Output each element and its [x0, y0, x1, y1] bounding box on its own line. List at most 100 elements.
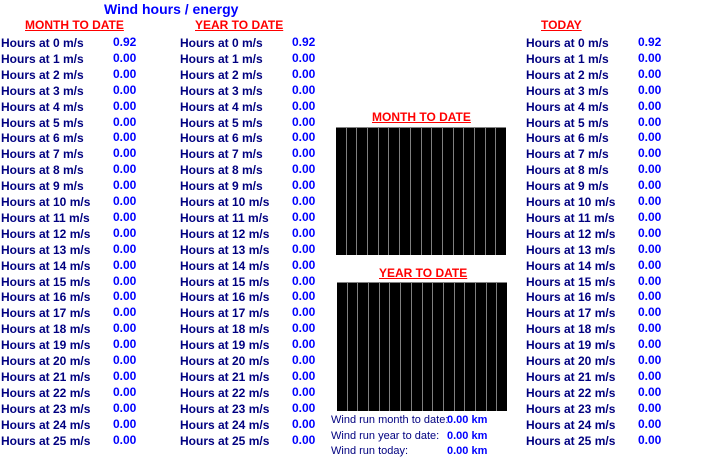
year-row-value: 0.00	[292, 98, 316, 113]
today-row-value: 0.00	[638, 162, 662, 177]
chart-bar-slot	[486, 128, 497, 255]
chart-bar-slot	[496, 128, 506, 255]
year-row-value: 0.00	[292, 400, 316, 415]
month-row-label: Hours at 21 m/s	[1, 369, 91, 384]
today-row-value: 0.00	[638, 114, 662, 129]
today-row-value: 0.00	[638, 400, 662, 415]
month-row-value: 0.00	[113, 130, 137, 145]
year-header: YEAR TO DATE	[195, 18, 284, 32]
chart-bar-slot	[358, 283, 370, 411]
month-row-value: 0.00	[113, 225, 137, 240]
year-row-label: Hours at 8 m/s	[180, 163, 263, 178]
year-row-value: 0.00	[292, 130, 316, 145]
month-row-value: 0.00	[113, 162, 137, 177]
today-row-value: 0.00	[638, 241, 662, 256]
month-row-value: 0.00	[113, 66, 137, 81]
today-row-label: Hours at 2 m/s	[526, 67, 609, 82]
year-row-value: 0.00	[292, 321, 316, 336]
year-row-label: Hours at 24 m/s	[180, 417, 270, 432]
chart-bar-slot	[369, 283, 380, 411]
month-row-value: 0.00	[113, 241, 137, 256]
year-row-label: Hours at 14 m/s	[180, 258, 270, 273]
today-row-value: 0.00	[638, 416, 662, 431]
chart-bar-slot	[400, 128, 411, 255]
today-row-label: Hours at 12 m/s	[526, 226, 616, 241]
today-row-label: Hours at 21 m/s	[526, 369, 616, 384]
month-row-label: Hours at 14 m/s	[1, 258, 91, 273]
today-row-label: Hours at 8 m/s	[526, 163, 609, 178]
year-row-label: Hours at 13 m/s	[180, 242, 270, 257]
year-row-value: 0.00	[292, 305, 316, 320]
month-row-label: Hours at 18 m/s	[1, 322, 91, 337]
year-row-label: Hours at 12 m/s	[180, 226, 270, 241]
month-row-label: Hours at 15 m/s	[1, 274, 91, 289]
year-to-date-chart	[337, 282, 507, 411]
today-row-label: Hours at 1 m/s	[526, 51, 609, 66]
month-row-value: 0.00	[113, 257, 137, 272]
month-row-value: 0.92	[113, 35, 137, 49]
today-row-value: 0.00	[638, 289, 662, 304]
year-row-value: 0.00	[292, 178, 316, 193]
chart-bar-slot	[348, 283, 359, 411]
year-row-label: Hours at 21 m/s	[180, 369, 270, 384]
today-row-value: 0.00	[638, 98, 662, 113]
today-header: TODAY	[541, 18, 582, 32]
month-row-label: Hours at 6 m/s	[1, 131, 84, 146]
month-row-label: Hours at 16 m/s	[1, 290, 91, 305]
month-row-value: 0.00	[113, 209, 137, 224]
today-row-value: 0.00	[638, 209, 662, 224]
today-row-label: Hours at 11 m/s	[526, 210, 615, 225]
today-row-label: Hours at 4 m/s	[526, 99, 609, 114]
today-row-value: 0.00	[638, 384, 662, 399]
month-row-value: 0.00	[113, 114, 137, 129]
today-row-label: Hours at 19 m/s	[526, 338, 616, 353]
chart-bar-slot	[389, 128, 401, 255]
year-row-value: 0.00	[292, 194, 316, 208]
month-row-value: 0.00	[113, 50, 137, 65]
page-title: Wind hours / energy	[104, 1, 239, 17]
today-row-label: Hours at 24 m/s	[526, 417, 616, 432]
year-row-label: Hours at 4 m/s	[180, 99, 263, 114]
year-row-value: 0.00	[292, 209, 316, 224]
year-row-value: 0.00	[292, 50, 316, 65]
chart-bar-slot	[423, 283, 434, 411]
today-row-label: Hours at 25 m/s	[526, 433, 616, 448]
chart-bar-slot	[464, 128, 475, 255]
year-row-label: Hours at 6 m/s	[180, 131, 263, 146]
chart-bar-slot	[476, 283, 487, 411]
today-row-value: 0.00	[638, 368, 662, 383]
month-to-date-chart	[336, 127, 506, 255]
month-row-value: 0.00	[113, 384, 137, 399]
month-row-label: Hours at 0 m/s	[1, 36, 84, 50]
year-row-value: 0.00	[292, 353, 316, 367]
year-row-value: 0.00	[292, 368, 316, 383]
chart-bar-slot	[454, 128, 465, 255]
year-row-label: Hours at 1 m/s	[180, 51, 263, 66]
today-row-label: Hours at 14 m/s	[526, 258, 616, 273]
chart-bar-slot	[432, 128, 443, 255]
chart-bar-slot	[379, 128, 390, 255]
today-row-value: 0.00	[638, 337, 662, 352]
year-row-value: 0.00	[292, 257, 316, 272]
month-row-label: Hours at 10 m/s	[1, 195, 91, 209]
month-row-label: Hours at 3 m/s	[1, 83, 84, 98]
today-row-value: 0.00	[638, 273, 662, 288]
today-row-value: 0.00	[638, 353, 662, 367]
month-row-value: 0.00	[113, 82, 137, 97]
month-row-label: Hours at 11 m/s	[1, 210, 90, 225]
year-row-label: Hours at 10 m/s	[180, 195, 270, 209]
month-row-value: 0.00	[113, 289, 137, 304]
year-row-value: 0.00	[292, 66, 316, 81]
year-row-label: Hours at 25 m/s	[180, 433, 270, 448]
year-row-label: Hours at 3 m/s	[180, 83, 263, 98]
year-row-label: Hours at 5 m/s	[180, 115, 263, 130]
today-row-label: Hours at 16 m/s	[526, 290, 616, 305]
year-chart-title: YEAR TO DATE	[379, 266, 468, 280]
today-row-value: 0.00	[638, 225, 662, 240]
year-row-label: Hours at 0 m/s	[180, 36, 263, 50]
month-row-label: Hours at 22 m/s	[1, 385, 91, 400]
month-row-label: Hours at 20 m/s	[1, 354, 91, 368]
month-row-label: Hours at 5 m/s	[1, 115, 84, 130]
month-row-label: Hours at 7 m/s	[1, 147, 84, 162]
month-row-label: Hours at 2 m/s	[1, 67, 84, 82]
